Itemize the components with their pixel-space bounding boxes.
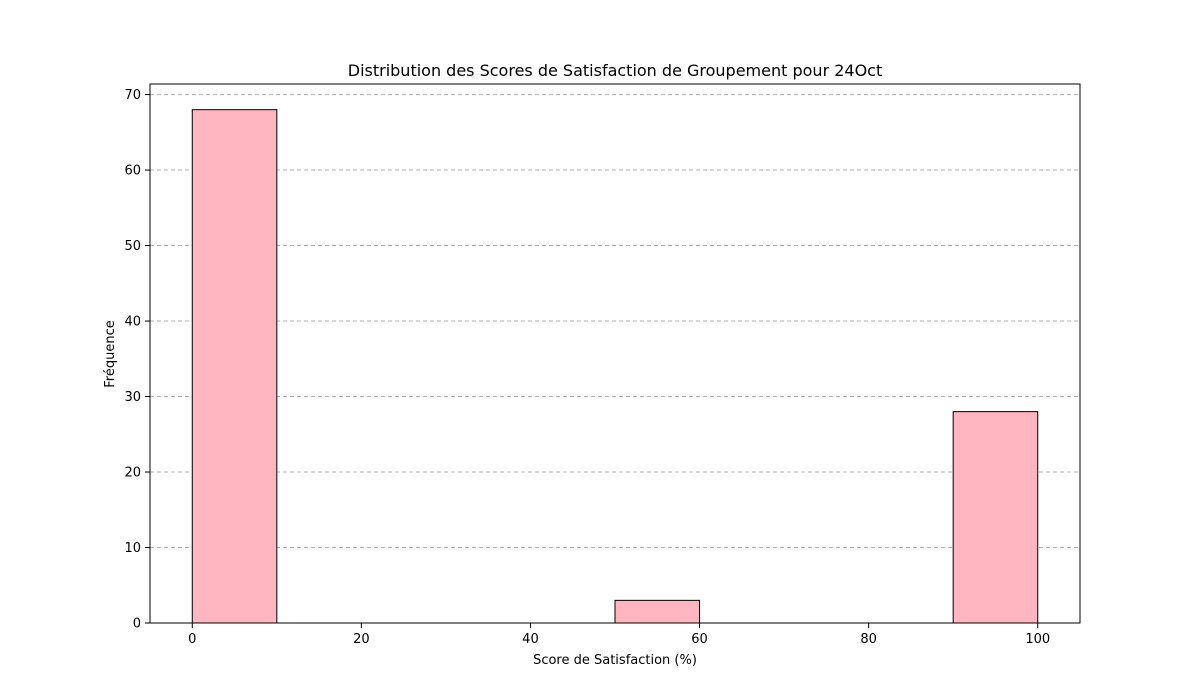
chart-title: Distribution des Scores de Satisfaction … bbox=[348, 61, 883, 80]
y-tick-label: 10 bbox=[124, 541, 141, 556]
y-tick-label: 70 bbox=[124, 88, 141, 103]
x-tick-label: 100 bbox=[1025, 632, 1050, 647]
y-tick-label: 0 bbox=[133, 617, 141, 632]
y-axis-ticks: 0 10 20 30 40 50 60 70 bbox=[124, 88, 150, 632]
y-tick-label: 40 bbox=[124, 315, 141, 330]
histogram-bar-5 bbox=[614, 599, 701, 624]
x-axis-label: Score de Satisfaction (%) bbox=[533, 653, 697, 668]
y-tick-label: 20 bbox=[124, 466, 141, 481]
histogram-bar-0 bbox=[191, 109, 278, 624]
x-tick-label: 0 bbox=[188, 632, 196, 647]
y-tick-label: 30 bbox=[124, 390, 141, 405]
plot-frame bbox=[149, 83, 1081, 624]
y-tick-label: 50 bbox=[124, 239, 141, 254]
x-tick-label: 20 bbox=[353, 632, 370, 647]
bars-layer bbox=[191, 109, 1039, 624]
grid-layer bbox=[150, 94, 1080, 549]
x-tick-label: 60 bbox=[691, 632, 708, 647]
histogram-bar-9 bbox=[952, 411, 1039, 624]
x-tick-label: 40 bbox=[522, 632, 539, 647]
y-axis-label: Fréquence bbox=[103, 320, 118, 387]
x-axis-ticks: 0 20 40 60 80 100 bbox=[188, 623, 1050, 647]
y-tick-label: 60 bbox=[124, 164, 141, 179]
x-tick-label: 80 bbox=[860, 632, 877, 647]
